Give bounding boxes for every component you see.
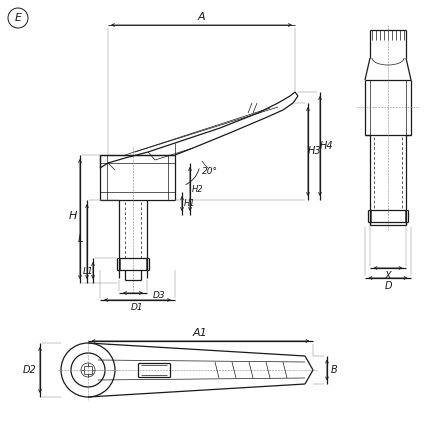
Text: H3: H3 (308, 146, 322, 156)
Text: B: B (330, 365, 337, 375)
Text: D1: D1 (131, 304, 143, 312)
Text: H4: H4 (320, 141, 334, 151)
Text: H2: H2 (192, 184, 204, 194)
Text: D2: D2 (23, 365, 37, 375)
Text: H: H (69, 211, 77, 221)
Text: 20°: 20° (202, 167, 218, 177)
Text: L: L (78, 234, 84, 244)
Text: A1: A1 (193, 328, 208, 338)
Text: A: A (197, 12, 205, 22)
Text: D3: D3 (153, 290, 165, 300)
Text: E: E (14, 13, 21, 23)
Text: D: D (384, 281, 392, 291)
Text: X: X (385, 271, 392, 281)
Text: L1: L1 (83, 268, 93, 276)
Text: H1: H1 (184, 198, 196, 208)
